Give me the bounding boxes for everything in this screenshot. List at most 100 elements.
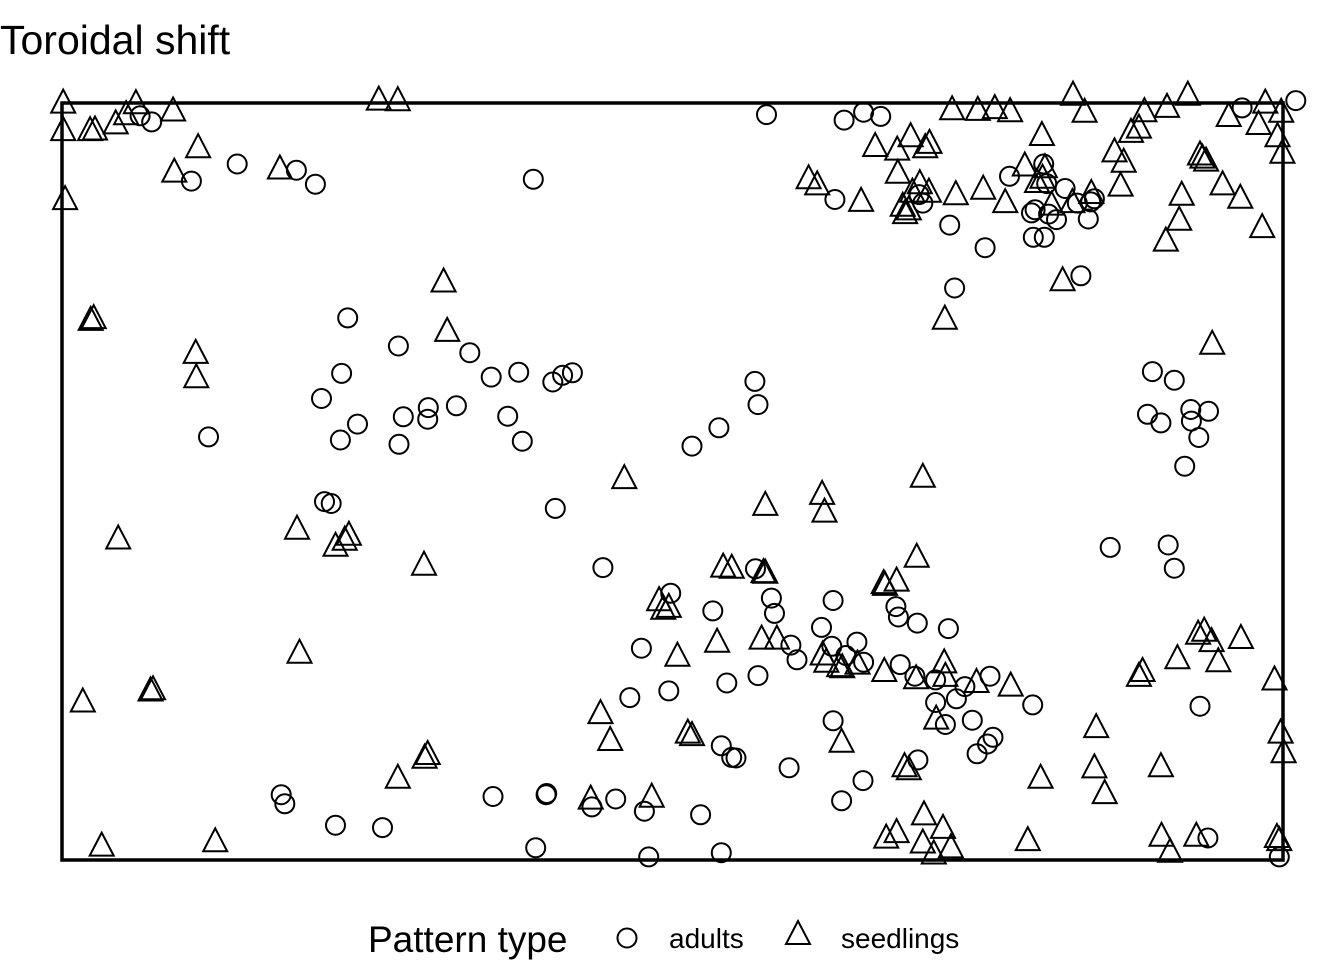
seedlings-point — [1268, 137, 1297, 164]
seedlings-point — [335, 519, 363, 546]
seedlings-point — [201, 826, 229, 853]
seedlings-point — [1251, 87, 1279, 114]
seedlings-point — [433, 315, 461, 342]
seedlings-point — [981, 92, 1009, 120]
adults-point — [320, 493, 342, 514]
adults-point — [982, 726, 1004, 748]
adults-point — [331, 362, 353, 384]
seedlings-point — [1125, 112, 1153, 139]
adults-point — [944, 277, 966, 299]
adults-point — [906, 612, 928, 634]
seedlings-point — [991, 186, 1019, 214]
seedlings-point — [1058, 186, 1087, 214]
seedlings-point — [1163, 643, 1192, 670]
seedlings-point — [751, 489, 779, 516]
adults-point — [937, 618, 959, 640]
seedlings-point — [903, 541, 931, 568]
seedlings-point — [909, 461, 937, 488]
adults-point — [852, 770, 874, 792]
seedlings-point — [69, 686, 97, 713]
adults-point — [824, 189, 846, 210]
seedlings-point — [104, 523, 132, 550]
seedlings-point — [827, 726, 856, 753]
adults-point — [690, 804, 712, 826]
adults-point — [747, 665, 769, 687]
adults-point — [853, 651, 875, 673]
adults-point — [1188, 427, 1210, 448]
adults-point — [304, 173, 326, 195]
legend-label-adults: adults — [669, 923, 744, 954]
adults-point — [747, 394, 769, 416]
seedlings-point — [1117, 116, 1145, 143]
seedlings-point — [1192, 145, 1220, 172]
data-marks — [49, 79, 1307, 868]
seedlings-point — [1125, 660, 1153, 687]
seedlings-point — [182, 337, 210, 364]
adults-point — [721, 746, 743, 768]
seedlings-point — [969, 173, 997, 200]
seedlings-point — [843, 648, 872, 675]
seedlings-point — [872, 822, 900, 849]
adults-point — [725, 747, 747, 769]
adults-point — [658, 680, 680, 702]
seedlings-point — [102, 108, 130, 135]
adults-point — [744, 370, 766, 392]
seedlings-point — [902, 663, 930, 690]
adults-point — [372, 817, 393, 839]
seedlings-point — [678, 719, 706, 747]
adults-point — [889, 654, 911, 676]
adults-point — [592, 557, 614, 579]
seedlings-point — [810, 496, 839, 523]
adults-point — [934, 714, 956, 735]
adults-point — [760, 587, 782, 609]
seedlings-point — [882, 816, 911, 844]
adults-point — [544, 497, 566, 519]
seedlings-point — [1077, 177, 1105, 204]
adults-point — [311, 388, 332, 409]
seedlings-point — [1184, 618, 1212, 645]
adults-point — [325, 814, 346, 836]
adults-point — [1231, 97, 1253, 119]
seedlings-point — [1031, 152, 1059, 179]
seedlings-point — [139, 674, 167, 701]
seedlings-point — [51, 183, 79, 211]
seedlings-point — [365, 84, 393, 111]
seedlings-point — [931, 303, 959, 330]
adults-point — [811, 616, 832, 638]
seedlings-point — [891, 197, 919, 225]
seedlings-point — [49, 87, 77, 114]
adults-point — [482, 786, 504, 807]
seedlings-point — [88, 830, 116, 857]
seedlings-point — [747, 623, 776, 650]
seedlings-point — [1023, 166, 1051, 193]
adults-point — [480, 366, 502, 388]
seedlings-point — [915, 127, 944, 154]
adults-point — [387, 335, 409, 357]
adults-point — [536, 783, 558, 804]
seedlings-point — [828, 652, 856, 679]
adults-point — [786, 649, 808, 671]
adults-point — [497, 405, 519, 427]
adults-point — [141, 111, 163, 133]
seedlings-point — [1128, 655, 1157, 682]
adults-point — [870, 105, 892, 127]
seedlings-point — [663, 640, 692, 667]
seedlings-point — [895, 754, 923, 781]
legend: Pattern type adults seedlings — [368, 918, 959, 960]
seedlings-point — [1026, 762, 1055, 789]
adults-point — [1022, 226, 1044, 248]
seedlings-point — [1011, 150, 1039, 177]
adults-point — [1197, 827, 1219, 849]
adults-point — [619, 687, 641, 709]
seedlings-point — [915, 176, 943, 203]
adults-point — [831, 790, 853, 812]
plot-panel-border — [60, 101, 1285, 862]
adults-point — [1163, 557, 1185, 579]
adults-point — [129, 105, 151, 127]
adults-point — [1141, 361, 1163, 383]
adults-point — [961, 709, 983, 731]
seedlings-point — [996, 96, 1024, 123]
seedlings-point — [1080, 752, 1109, 779]
